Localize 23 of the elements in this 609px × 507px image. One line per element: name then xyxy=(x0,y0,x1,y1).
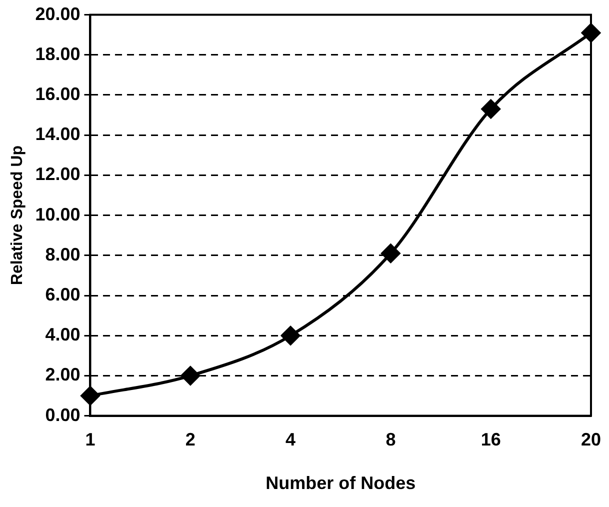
y-tick-label: 2.00 xyxy=(45,364,80,385)
x-tick-label: 4 xyxy=(286,430,296,450)
point xyxy=(281,326,300,346)
y-tick-label: 16.00 xyxy=(35,84,80,104)
point xyxy=(381,244,400,263)
x-axis-title: Number of Nodes xyxy=(266,473,416,494)
y-tick-label: 18.00 xyxy=(35,44,80,64)
y-tick-label: 14.00 xyxy=(35,124,80,144)
point xyxy=(481,100,500,119)
point xyxy=(180,366,200,386)
x-tick-label: 2 xyxy=(185,430,196,450)
y-tick-label: 6.00 xyxy=(45,284,80,304)
y-tick-label: 0.00 xyxy=(45,404,80,425)
y-tick-label: 8.00 xyxy=(45,244,80,264)
y-tick-label: 10.00 xyxy=(35,204,80,224)
y-tick-label: 4.00 xyxy=(45,324,80,345)
x-tick-label: 20 xyxy=(580,430,602,450)
x-tick-label: 8 xyxy=(386,430,396,450)
y-tick-label: 12.00 xyxy=(35,164,80,184)
y-tick-label: 20.00 xyxy=(35,4,80,24)
y-axis-title: Relative Speed Up xyxy=(9,145,26,286)
x-tick-label: 16 xyxy=(480,430,501,450)
x-tick-label: 1 xyxy=(85,430,96,450)
